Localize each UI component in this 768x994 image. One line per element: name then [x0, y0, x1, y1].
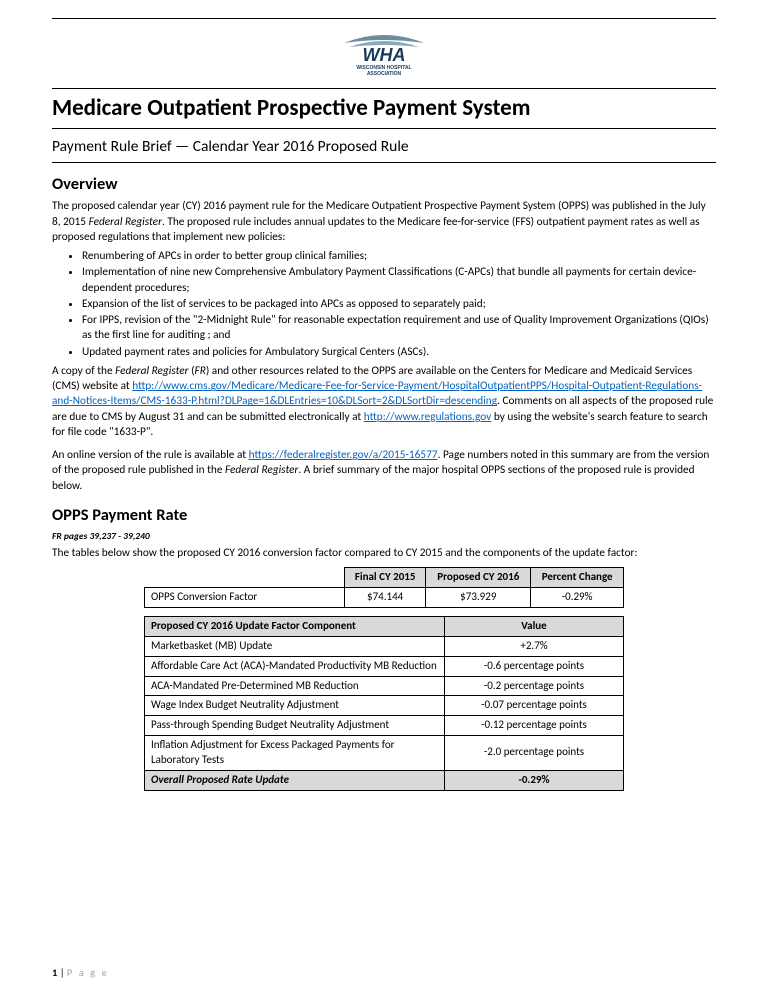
text-italic: Federal Register: [115, 364, 188, 378]
list-item: Renumbering of APCs in order to better g…: [82, 249, 716, 264]
document-subtitle: Payment Rule Brief — Calendar Year 2016 …: [52, 137, 716, 163]
svg-text:ASSOCIATION: ASSOCIATION: [367, 71, 402, 77]
document-title: Medicare Outpatient Prospective Payment …: [52, 88, 716, 129]
table-row: Wage Index Budget Neutrality Adjustment …: [145, 696, 624, 716]
table-cell: -0.12 percentage points: [445, 716, 624, 736]
text-span: An online version of the rule is availab…: [52, 448, 249, 462]
list-item: Expansion of the list of services to be …: [82, 297, 716, 312]
regulations-link[interactable]: http://www.regulations.gov: [364, 410, 492, 424]
table-cell: $74.144: [345, 588, 426, 608]
table-row: Pass-through Spending Budget Neutrality …: [145, 716, 624, 736]
update-factor-table: Proposed CY 2016 Update Factor Component…: [144, 616, 624, 791]
table-header-blank: [145, 568, 345, 588]
table-cell: -0.29%: [445, 770, 624, 790]
table-row: OPPS Conversion Factor $74.144 $73.929 -…: [145, 588, 624, 608]
text-italic: Federal Register: [225, 463, 298, 477]
footer-separator: |: [57, 966, 67, 979]
top-horizontal-rule: [52, 18, 716, 19]
payment-rate-intro: The tables below show the proposed CY 20…: [52, 546, 716, 561]
footer-page-word: P a g e: [67, 966, 109, 979]
table-cell: Wage Index Budget Neutrality Adjustment: [145, 696, 445, 716]
payment-rate-heading: OPPS Payment Rate: [52, 504, 716, 526]
svg-text:WHA: WHA: [363, 45, 406, 65]
table-cell: Inflation Adjustment for Excess Packaged…: [145, 736, 445, 771]
table-header: Value: [445, 617, 624, 637]
overview-para-resources: A copy of the Federal Register (FR) and …: [52, 364, 716, 440]
table-cell: +2.7%: [445, 636, 624, 656]
list-item: Updated payment rates and policies for A…: [82, 345, 716, 360]
table-cell: Marketbasket (MB) Update: [145, 636, 445, 656]
table-row: Affordable Care Act (ACA)-Mandated Produ…: [145, 656, 624, 676]
table-cell: -0.6 percentage points: [445, 656, 624, 676]
table-row: Marketbasket (MB) Update +2.7%: [145, 636, 624, 656]
logo-container: WHA WISCONSIN HOSPITAL ASSOCIATION: [52, 25, 716, 82]
table-cell: Pass-through Spending Budget Neutrality …: [145, 716, 445, 736]
overview-bullets: Renumbering of APCs in order to better g…: [52, 249, 716, 360]
table-row: ACA-Mandated Pre-Determined MB Reduction…: [145, 676, 624, 696]
table-cell: -0.2 percentage points: [445, 676, 624, 696]
text-italic: FR: [195, 364, 206, 378]
table-row-overall: Overall Proposed Rate Update -0.29%: [145, 770, 624, 790]
wha-logo: WHA WISCONSIN HOSPITAL ASSOCIATION: [329, 25, 439, 77]
table-cell: $73.929: [426, 588, 531, 608]
table-cell: Affordable Care Act (ACA)-Mandated Produ…: [145, 656, 445, 676]
table-cell: -2.0 percentage points: [445, 736, 624, 771]
federalregister-link[interactable]: https://federalregister.gov/a/2015-16577: [249, 448, 438, 462]
table-row: Inflation Adjustment for Excess Packaged…: [145, 736, 624, 771]
table-row: Final CY 2015 Proposed CY 2016 Percent C…: [145, 568, 624, 588]
table-header: Proposed CY 2016 Update Factor Component: [145, 617, 445, 637]
text-span: A copy of the: [52, 364, 115, 378]
text-italic: Federal Register: [89, 215, 162, 229]
list-item: For IPPS, revision of the "2-Midnight Ru…: [82, 313, 716, 344]
table-cell: ACA-Mandated Pre-Determined MB Reduction: [145, 676, 445, 696]
table-cell: OPPS Conversion Factor: [145, 588, 345, 608]
table-row: Proposed CY 2016 Update Factor Component…: [145, 617, 624, 637]
table-header: Proposed CY 2016: [426, 568, 531, 588]
table-cell: -0.07 percentage points: [445, 696, 624, 716]
table-header: Percent Change: [531, 568, 624, 588]
table-cell: Overall Proposed Rate Update: [145, 770, 445, 790]
table-cell: -0.29%: [531, 588, 624, 608]
overview-para-online: An online version of the rule is availab…: [52, 448, 716, 494]
list-item: Implementation of nine new Comprehensive…: [82, 265, 716, 296]
conversion-factor-table: Final CY 2015 Proposed CY 2016 Percent C…: [144, 567, 624, 608]
overview-intro: The proposed calendar year (CY) 2016 pay…: [52, 199, 716, 245]
table-header: Final CY 2015: [345, 568, 426, 588]
overview-heading: Overview: [52, 173, 716, 195]
fr-pages-note: FR pages 39,237 - 39,240: [52, 530, 716, 543]
page-footer: 1 | P a g e: [52, 966, 109, 980]
